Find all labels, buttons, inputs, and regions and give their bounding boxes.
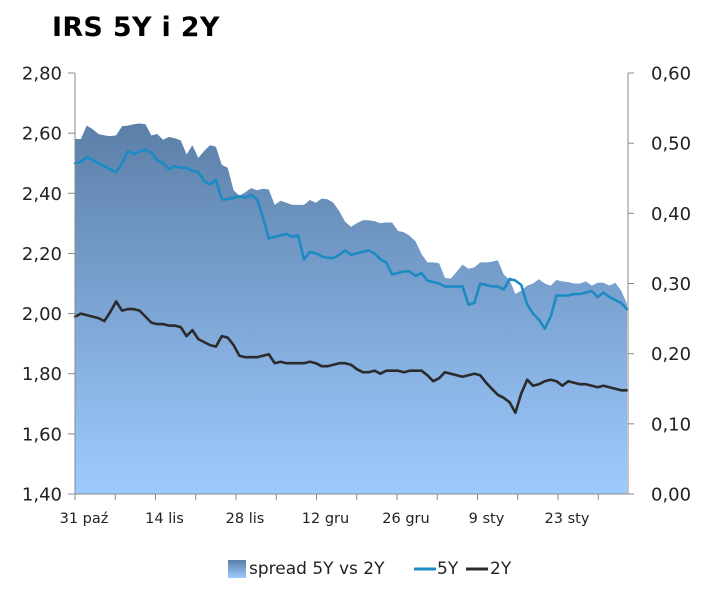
legend-label-2y: 2Y [490,559,512,579]
legend-swatch-spread [228,560,246,578]
spread-area [75,123,627,494]
chart-title: IRS 5Y i 2Y [52,12,220,43]
left-tick-label: 2,80 [22,64,62,85]
left-tick-label: 2,00 [22,304,62,325]
x-tick-label: 23 sty [545,511,590,527]
right-tick-label: 0,20 [651,344,691,365]
x-tick-label: 9 sty [469,511,505,527]
right-tick-label: 0,50 [651,134,691,155]
left-tick-label: 2,40 [22,184,62,205]
right-tick-label: 0,30 [651,274,691,295]
line-2y [73,300,629,415]
x-tick-label: 31 paź [60,511,109,527]
left-tick-label: 1,60 [22,424,62,445]
x-tick-label: 28 lis [226,511,265,527]
right-tick-label: 0,00 [651,485,691,506]
left-tick-label: 2,20 [22,244,62,265]
x-tick-label: 12 gru [302,511,349,527]
right-tick-label: 0,10 [651,414,691,435]
left-tick-label: 1,40 [22,485,62,506]
left-tick-label: 2,60 [22,124,62,145]
x-tick-label: 26 gru [382,511,429,527]
right-tick-label: 0,40 [651,204,691,225]
legend-label-spread: spread 5Y vs 2Y [249,559,385,579]
left-tick-label: 1,80 [22,364,62,385]
legend-label-5y: 5Y [437,559,459,579]
line-5y [73,148,629,330]
right-tick-label: 0,60 [651,64,691,85]
x-tick-label: 14 lis [145,511,184,527]
